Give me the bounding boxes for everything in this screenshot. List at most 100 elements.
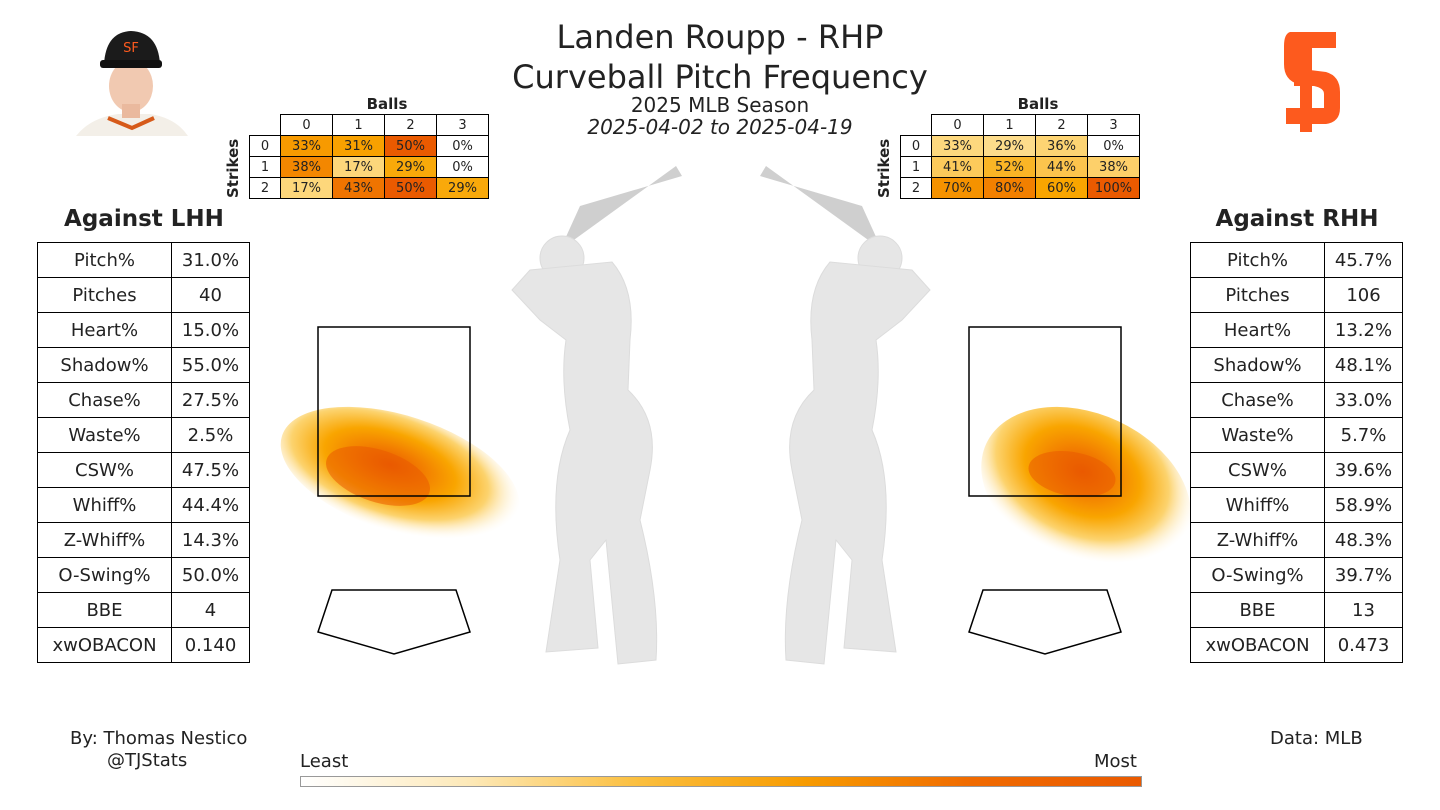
ball-header: 1: [332, 114, 385, 136]
table-row: BBE 13: [1190, 592, 1403, 628]
stat-label: O-Swing%: [1190, 557, 1325, 593]
table-row: xwOBACON 0.473: [1190, 627, 1403, 663]
stat-label: Heart%: [37, 312, 172, 348]
count-cell: 33%: [931, 135, 984, 157]
stat-label: Pitches: [37, 277, 172, 313]
table-row: Pitches 40: [37, 277, 250, 313]
lhh-title: Against LHH: [64, 206, 224, 232]
count-cell: 80%: [983, 177, 1036, 199]
table-row: Heart% 13.2%: [1190, 312, 1403, 348]
table-row: Shadow% 55.0%: [37, 347, 250, 383]
stat-value: 5.7%: [1324, 417, 1403, 453]
stat-label: Chase%: [1190, 382, 1325, 418]
author-handle: @TJStats: [107, 750, 188, 771]
stat-label: Whiff%: [37, 487, 172, 523]
svg-text:SF: SF: [123, 41, 139, 56]
table-row: Waste% 5.7%: [1190, 417, 1403, 453]
stat-label: Shadow%: [37, 347, 172, 383]
balls-label-lhh: Balls: [366, 95, 408, 113]
ball-header: 2: [1035, 114, 1088, 136]
stat-value: 31.0%: [171, 242, 250, 278]
stat-value: 15.0%: [171, 312, 250, 348]
stat-label: Pitch%: [37, 242, 172, 278]
sf-giants-logo-icon: [1284, 32, 1340, 132]
stat-value: 58.9%: [1324, 487, 1403, 523]
count-cell: 17%: [332, 156, 385, 178]
count-cell: 43%: [332, 177, 385, 199]
player-headshot-icon: SF: [76, 31, 188, 136]
rhh-stats-table: Pitch% 45.7% Pitches 106 Heart% 13.2% Shado…: [1190, 242, 1403, 663]
count-cell: 60%: [1035, 177, 1088, 199]
ball-header: 0: [280, 114, 333, 136]
date-range: 2025-04-02 to 2025-04-19: [587, 115, 853, 139]
stat-value: 13.2%: [1324, 312, 1403, 348]
balls-label-rhh: Balls: [1017, 95, 1059, 113]
count-cell: 41%: [931, 156, 984, 178]
strike-zone-lhh: [317, 326, 471, 497]
table-row: BBE 4: [37, 592, 250, 628]
stat-value: 39.7%: [1324, 557, 1403, 593]
strike-header: 0: [249, 135, 281, 157]
count-cell: 29%: [983, 135, 1036, 157]
stat-value: 39.6%: [1324, 452, 1403, 488]
count-table-rhh: 0 1 2 3 0 33% 29% 36% 0% 1 41% 52% 44% 3…: [900, 114, 1140, 199]
stat-label: Whiff%: [1190, 487, 1325, 523]
stat-label: Z-Whiff%: [1190, 522, 1325, 558]
colorbar-least-label: Least: [300, 751, 349, 772]
count-table-lhh: 0 1 2 3 0 33% 31% 50% 0% 1 38% 17% 29% 0…: [249, 114, 489, 199]
table-row: Pitch% 31.0%: [37, 242, 250, 278]
ball-header: 2: [384, 114, 437, 136]
count-cell: 100%: [1087, 177, 1140, 199]
stat-value: 14.3%: [171, 522, 250, 558]
colorbar-most-label: Most: [1094, 751, 1137, 772]
corner-cell: [250, 115, 281, 136]
count-cell: 0%: [1087, 135, 1140, 157]
stat-label: Pitch%: [1190, 242, 1325, 278]
stat-value: 44.4%: [171, 487, 250, 523]
stat-label: O-Swing%: [37, 557, 172, 593]
author-credit: By: Thomas Nestico: [70, 728, 248, 749]
stat-label: Waste%: [37, 417, 172, 453]
count-cell: 0%: [436, 135, 489, 157]
table-row: Chase% 27.5%: [37, 382, 250, 418]
stat-label: CSW%: [1190, 452, 1325, 488]
table-row: CSW% 39.6%: [1190, 452, 1403, 488]
strikes-label-lhh: Strikes: [224, 138, 242, 198]
table-row: Heart% 15.0%: [37, 312, 250, 348]
table-row: CSW% 47.5%: [37, 452, 250, 488]
stat-value: 47.5%: [171, 452, 250, 488]
table-row: Pitch% 45.7%: [1190, 242, 1403, 278]
stat-label: Shadow%: [1190, 347, 1325, 383]
stat-label: Chase%: [37, 382, 172, 418]
rhh-title: Against RHH: [1215, 206, 1379, 232]
table-row: Z-Whiff% 48.3%: [1190, 522, 1403, 558]
stat-value: 45.7%: [1324, 242, 1403, 278]
strikes-label-rhh: Strikes: [875, 138, 893, 198]
lhh-stats-table: Pitch% 31.0% Pitches 40 Heart% 15.0% Shadow…: [37, 242, 250, 663]
strike-header: 1: [900, 156, 932, 178]
count-cell: 70%: [931, 177, 984, 199]
stat-label: BBE: [37, 592, 172, 628]
strike-header: 1: [249, 156, 281, 178]
stat-value: 27.5%: [171, 382, 250, 418]
ball-header: 3: [1087, 114, 1140, 136]
stat-label: xwOBACON: [37, 627, 172, 663]
stat-value: 55.0%: [171, 347, 250, 383]
stat-label: Heart%: [1190, 312, 1325, 348]
count-cell: 31%: [332, 135, 385, 157]
strike-header: 2: [249, 177, 281, 199]
stat-value: 48.1%: [1324, 347, 1403, 383]
count-cell: 38%: [1087, 156, 1140, 178]
count-cell: 17%: [280, 177, 333, 199]
count-cell: 0%: [436, 156, 489, 178]
table-row: Shadow% 48.1%: [1190, 347, 1403, 383]
strike-header: 0: [900, 135, 932, 157]
stat-value: 50.0%: [171, 557, 250, 593]
count-cell: 29%: [436, 177, 489, 199]
stat-value: 33.0%: [1324, 382, 1403, 418]
count-cell: 50%: [384, 177, 437, 199]
stat-value: 0.140: [171, 627, 250, 663]
table-row: Whiff% 44.4%: [37, 487, 250, 523]
stat-value: 13: [1324, 592, 1403, 628]
